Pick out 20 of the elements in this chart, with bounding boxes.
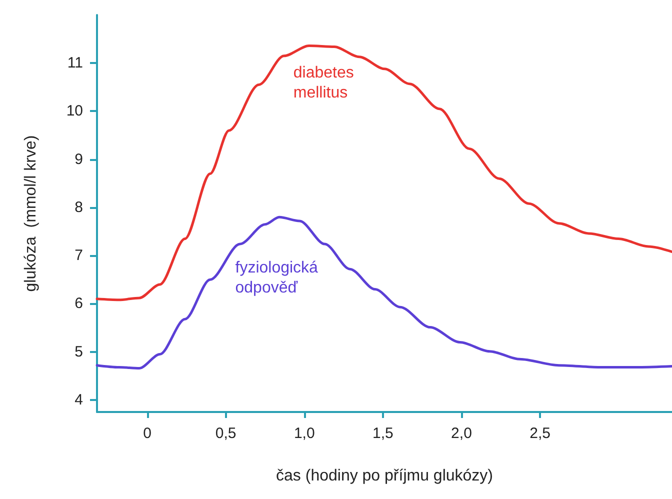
x-tick-label: 1,5 [372,425,394,442]
y-tick-label: 11 [67,54,83,72]
x-tick-label: 2,5 [530,425,550,442]
x-tick-label: 2,0 [451,425,472,442]
y-tick-label: 8 [74,198,83,216]
y-tick-label: 6 [74,295,83,312]
y-tick-label: 10 [66,102,83,120]
line-series [96,216,672,370]
y-axis-title: glukóza (mmol/l krve) [22,135,40,292]
y-tick-label: 5 [74,343,83,360]
y-tick-label: 4 [74,391,83,408]
y-tick-label: 7 [74,247,83,264]
x-tick-label: 0,5 [215,425,236,442]
y-tick-label: 9 [74,150,83,168]
x-tick-label: 0 [143,425,152,442]
x-axis-title: čas (hodiny po příjmu glukózy) [276,468,493,484]
line-series [96,44,672,302]
series-label: diabetes mellitus [293,64,358,102]
x-tick-label: 1,0 [294,425,315,442]
series-label: fyziologická odpověď [235,260,322,297]
